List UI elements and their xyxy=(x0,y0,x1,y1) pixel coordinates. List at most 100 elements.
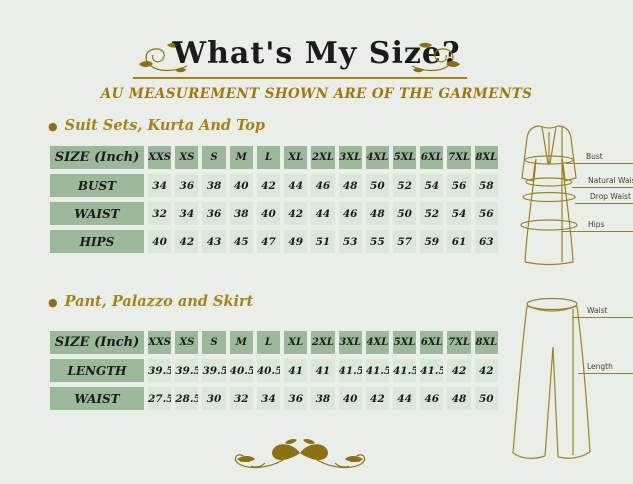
kurta-line-drawing xyxy=(520,125,578,266)
measurement-label-cell: LENGTH xyxy=(50,359,144,382)
size-header-cell: L xyxy=(256,146,281,169)
measurement-value-cell: 41 xyxy=(311,359,335,382)
size-header-cell: L xyxy=(256,331,281,354)
measurement-value-cell: 27.5 xyxy=(148,387,172,410)
measurement-value-cell: 42 xyxy=(365,387,389,410)
size-header-cell: 2XL xyxy=(311,146,335,169)
measurement-value-cell: 40 xyxy=(148,230,172,253)
measurement-value-cell: 50 xyxy=(474,387,498,410)
measurement-value-cell: 39.5 xyxy=(202,359,226,382)
measurement-value-cell: 50 xyxy=(392,202,417,225)
pants-waist-label: Waist xyxy=(573,306,633,318)
section-heading-label: Suit Sets, Kurta And Top xyxy=(64,117,266,134)
measurement-value-cell: 41.5 xyxy=(392,359,417,382)
size-header-cell: 5XL xyxy=(392,146,417,169)
measurement-value-cell: 40 xyxy=(229,174,253,197)
kurta-drop-waist-label: Drop Waist xyxy=(575,192,633,204)
suit-sets-size-table: SIZE (Inch) XXS XS S M L XL 2XL 3XL 4XL 5XL 6XL 7XL 8… xyxy=(46,141,502,258)
measurement-value-cell: 58 xyxy=(474,174,498,197)
size-header-cell: 8XL xyxy=(474,146,498,169)
size-header-cell: 6XL xyxy=(420,146,444,169)
measurement-value-cell: 46 xyxy=(338,202,362,225)
size-header-cell: M xyxy=(229,331,253,354)
measurement-value-cell: 42 xyxy=(447,359,471,382)
measurement-value-cell: 34 xyxy=(175,202,199,225)
measurement-value-cell: 53 xyxy=(338,230,362,253)
measurement-label-cell: HIPS xyxy=(50,230,144,253)
measurement-value-cell: 40 xyxy=(338,387,362,410)
measurement-value-cell: 44 xyxy=(392,387,417,410)
measurement-value-cell: 36 xyxy=(284,387,308,410)
measurement-value-cell: 56 xyxy=(447,174,471,197)
measurement-value-cell: 42 xyxy=(474,359,498,382)
pants-length-label: Length xyxy=(578,362,633,374)
size-header-cell: S xyxy=(202,331,226,354)
measurement-value-cell: 48 xyxy=(447,387,471,410)
size-header-cell: 5XL xyxy=(392,331,417,354)
size-header-cell: XXS xyxy=(148,331,172,354)
measurement-value-cell: 42 xyxy=(256,174,281,197)
bullet-icon: ● xyxy=(48,120,58,133)
floral-flourish-left-icon xyxy=(139,42,188,73)
measurement-value-cell: 32 xyxy=(229,387,253,410)
size-header-cell: XXS xyxy=(148,146,172,169)
title-underline xyxy=(133,77,467,79)
measurement-value-cell: 59 xyxy=(420,230,444,253)
size-header-cell: 7XL xyxy=(447,146,471,169)
measurement-value-cell: 44 xyxy=(311,202,335,225)
size-header-row: SIZE (Inch) XXS XS S M L XL 2XL 3XL 4XL 5XL 6XL 7XL 8… xyxy=(50,331,498,354)
measurement-value-cell: 40.5 xyxy=(256,359,281,382)
size-header-cell: 7XL xyxy=(447,331,471,354)
measurement-value-cell: 42 xyxy=(284,202,308,225)
size-header-cell: 6XL xyxy=(420,331,444,354)
measurement-value-cell: 34 xyxy=(256,387,281,410)
measurement-row: WAIST 32 34 36 38 40 42 44 46 48 50 52 54 56 xyxy=(50,202,498,225)
size-header-cell: 3XL xyxy=(338,146,362,169)
measurement-value-cell: 41 xyxy=(284,359,308,382)
measurement-value-cell: 38 xyxy=(229,202,253,225)
measurement-value-cell: 38 xyxy=(311,387,335,410)
measurement-value-cell: 43 xyxy=(202,230,226,253)
size-header-cell: 4XL xyxy=(365,331,389,354)
bottom-scroll-ornament-icon xyxy=(234,439,366,469)
measurement-value-cell: 40.5 xyxy=(229,359,253,382)
measurement-value-cell: 48 xyxy=(338,174,362,197)
measurement-value-cell: 36 xyxy=(175,174,199,197)
measurement-label-cell: BUST xyxy=(50,174,144,197)
page-title: What's My Size? xyxy=(172,36,461,71)
size-header-row: SIZE (Inch) XXS XS S M L XL 2XL 3XL 4XL 5XL 6XL 7XL 8… xyxy=(50,146,498,169)
measurement-value-cell: 56 xyxy=(474,202,498,225)
palazzo-pants-line-drawing xyxy=(512,297,591,459)
size-header-cell: XL xyxy=(284,146,308,169)
measurement-row: LENGTH 39.5 39.5 39.5 40.5 40.5 41 41 41.5 41.5 41… xyxy=(50,359,498,382)
measurement-value-cell: 36 xyxy=(202,202,226,225)
measurement-value-cell: 34 xyxy=(148,174,172,197)
measurement-value-cell: 52 xyxy=(420,202,444,225)
measurement-row: HIPS 40 42 43 45 47 49 51 53 55 57 59 61 63 xyxy=(50,230,498,253)
size-header-cell: M xyxy=(229,146,253,169)
kurta-natural-waist-label: Natural Waist xyxy=(572,176,633,188)
measurement-value-cell: 63 xyxy=(474,230,498,253)
measurement-value-cell: 49 xyxy=(284,230,308,253)
measurement-value-cell: 39.5 xyxy=(148,359,172,382)
size-header-cell: 3XL xyxy=(338,331,362,354)
measurement-value-cell: 48 xyxy=(365,202,389,225)
measurement-value-cell: 40 xyxy=(256,202,281,225)
size-header-cell: 8XL xyxy=(474,331,498,354)
floral-flourish-right-icon xyxy=(411,42,460,73)
measurement-value-cell: 44 xyxy=(284,174,308,197)
measurement-value-cell: 57 xyxy=(392,230,417,253)
measurement-value-cell: 41.5 xyxy=(365,359,389,382)
measurement-value-cell: 46 xyxy=(311,174,335,197)
measurement-value-cell: 30 xyxy=(202,387,226,410)
measurement-value-cell: 54 xyxy=(420,174,444,197)
measurement-value-cell: 52 xyxy=(392,174,417,197)
measurement-value-cell: 61 xyxy=(447,230,471,253)
size-header-cell: XL xyxy=(284,331,308,354)
measurement-value-cell: 47 xyxy=(256,230,281,253)
pant-palazzo-size-table: SIZE (Inch) XXS XS S M L XL 2XL 3XL 4XL 5XL 6XL 7XL 8… xyxy=(46,326,502,415)
section-heading-pant-palazzo: ● Pant, Palazzo and Skirt xyxy=(48,293,253,310)
size-header-cell: XS xyxy=(175,146,199,169)
measurement-value-cell: 32 xyxy=(148,202,172,225)
